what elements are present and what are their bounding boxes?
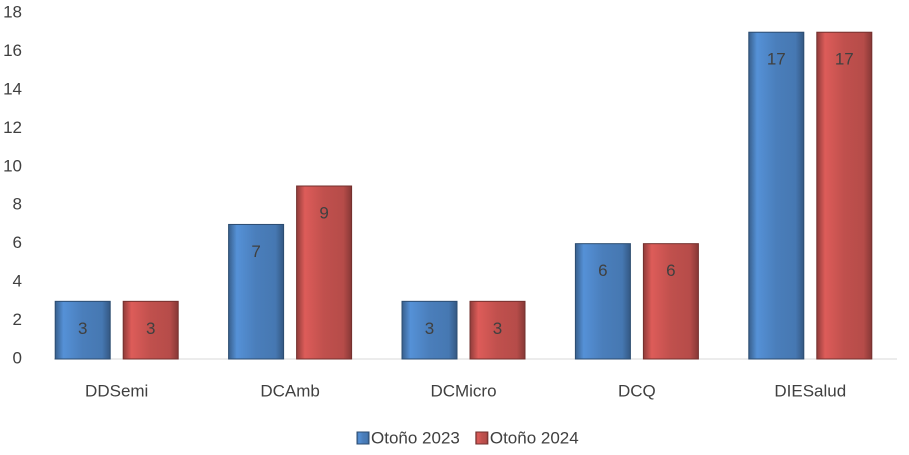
y-tick-label: 12 [3,118,22,137]
data-label: 3 [425,319,434,338]
x-tick-label: DCMicro [430,381,496,400]
y-tick-label: 0 [13,348,22,367]
data-label: 6 [598,261,607,280]
bar [642,243,699,360]
legend-swatch [475,431,489,445]
x-tick-label: DCAmb [260,381,320,400]
bar [228,223,285,360]
data-label: 3 [146,319,155,338]
data-label: 17 [767,50,786,69]
x-tick-label: DDSemi [85,381,148,400]
y-tick-label: 8 [13,195,22,214]
y-tick-label: 10 [3,156,22,175]
y-tick-label: 16 [3,41,22,60]
legend-swatch [356,431,370,445]
bar [296,185,353,360]
data-label: 6 [666,261,675,280]
bar [574,243,631,360]
y-tick-label: 2 [13,310,22,329]
bar [469,300,526,360]
y-tick-label: 18 [3,2,22,21]
data-label: 7 [251,242,260,261]
y-tick-label: 6 [13,233,22,252]
data-label: 9 [319,203,328,222]
bar [816,31,873,360]
x-tick-label: DCQ [618,381,656,400]
data-label: 17 [835,50,854,69]
y-tick-label: 4 [13,272,22,291]
bar [401,300,458,360]
data-label: 3 [493,319,502,338]
x-tick-label: DIESalud [774,381,846,400]
y-tick-label: 14 [3,79,22,98]
bar [122,300,179,360]
bar [54,300,111,360]
bar [748,31,805,360]
data-label: 3 [78,319,87,338]
legend-label: Otoño 2024 [490,428,579,447]
legend-label: Otoño 2023 [371,428,460,447]
